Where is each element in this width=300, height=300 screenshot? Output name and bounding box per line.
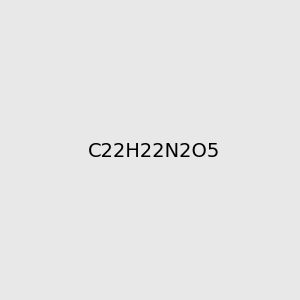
Text: C22H22N2O5: C22H22N2O5 xyxy=(88,142,220,161)
